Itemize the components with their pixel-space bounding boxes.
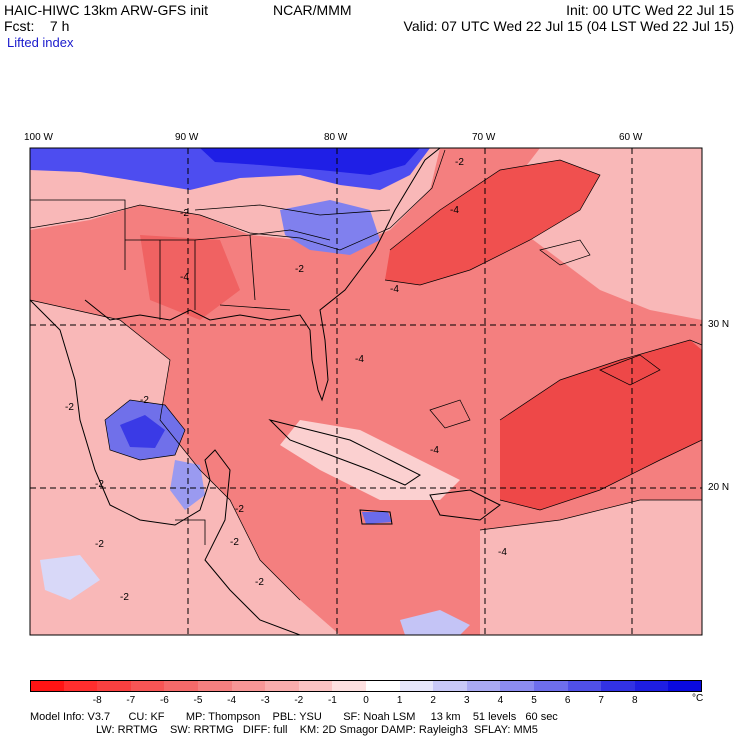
positive-north-core (200, 148, 420, 175)
forecast-hour: Fcst: 7 h (4, 18, 70, 34)
colorbar-cell (668, 680, 703, 692)
positive-south (400, 610, 470, 635)
contour-label: -2 (95, 479, 104, 490)
strong-negative-gulfcoast (140, 235, 240, 320)
colorbar-cell (332, 680, 367, 692)
contour-label: -2 (235, 504, 244, 515)
contour-label: -2 (455, 157, 464, 168)
colorbar-cell (231, 680, 266, 692)
positive-gulf-core (120, 415, 165, 448)
colorbar-cell (534, 680, 569, 692)
model-title: HAIC-HIWC 13km ARW-GFS init (4, 2, 209, 18)
coastlines (30, 148, 501, 635)
colorbar-tick-label: -1 (327, 695, 337, 706)
contour-label-group: -2 -2 -4 -2 -4 -2 -4 -2 -2 -4 -2 -2 -4 -… (65, 157, 507, 603)
contour-label: -2 (95, 539, 104, 550)
positive-pacific (40, 555, 100, 600)
colorbar-cell (433, 680, 468, 692)
colorbar-cell (466, 680, 501, 692)
contour-label: -4 (430, 445, 439, 456)
lon-label: 60 W (619, 132, 643, 143)
contour-label: -4 (498, 547, 507, 558)
colorbar-tick-label: -3 (260, 695, 270, 706)
contour-label: -2 (65, 402, 74, 413)
model-info-line1: Model Info: V3.7 CU: KF MP: Thompson PBL… (30, 711, 558, 723)
contour-label: -4 (180, 272, 189, 283)
colorbar-tick-label: 1 (396, 695, 403, 706)
colorbar-cell (634, 680, 669, 692)
colorbar-tick-label: -7 (126, 695, 136, 706)
contour-label: -4 (390, 284, 399, 295)
colorbar-cell (63, 680, 98, 692)
weak-negative-cuba (280, 420, 460, 500)
colorbar-unit: °C (692, 693, 704, 704)
model-info-line2: LW: RRTMG SW: RRTMG DIFF: full KM: 2D Sm… (96, 724, 538, 736)
contour-lines (30, 149, 702, 601)
strong-negative-atlantic (385, 160, 600, 285)
lon-label: 100 W (24, 132, 53, 143)
colorbar-tick-label: -6 (159, 695, 169, 706)
graticule (30, 148, 702, 635)
colorbar-cell (500, 680, 535, 692)
valid-time: Valid: 07 UTC Wed 22 Jul 15 (04 LST Wed … (403, 18, 734, 34)
colorbar-cell (130, 680, 165, 692)
positive-carolinas (280, 200, 380, 255)
contour-label: -2 (180, 208, 189, 219)
colorbar-cell (265, 680, 300, 692)
lat-label: 30 N (708, 319, 730, 330)
colorbar-tick-label: 6 (564, 695, 571, 706)
positive-jamaica (362, 512, 392, 524)
lon-label: 80 W (324, 132, 348, 143)
positive-yucatan (170, 460, 205, 510)
colorbar-cell (298, 680, 333, 692)
colorbar-tick-label: -4 (227, 695, 237, 706)
state-borders (30, 199, 391, 545)
contour-label: -2 (255, 577, 264, 588)
init-time: Init: 00 UTC Wed 22 Jul 15 (566, 2, 734, 18)
contour-label: -2 (295, 264, 304, 275)
colorbar-tick-label: 4 (497, 695, 504, 706)
colorbar-tick-label: 5 (531, 695, 537, 706)
lat-label: 20 N (708, 482, 730, 493)
contour-label: -4 (355, 354, 364, 365)
colorbar-tick-label: -8 (92, 695, 102, 706)
colorbar-tick-label: -2 (294, 695, 304, 706)
contour-label: -2 (140, 395, 149, 406)
colorbar-cell (366, 680, 401, 692)
colorbar-cell (97, 680, 132, 692)
colorbar-cell (30, 680, 65, 692)
contour-label: -2 (230, 537, 239, 548)
colorbar-tick-label: 2 (430, 695, 436, 706)
colorbar-cell (198, 680, 233, 692)
lon-label: 70 W (472, 132, 496, 143)
colorbar-cell (164, 680, 199, 692)
field-name: Lifted index (7, 35, 74, 50)
strong-negative-south (500, 340, 702, 510)
colorbar-tick-label: 8 (632, 695, 638, 706)
lon-label: 90 W (175, 132, 199, 143)
colorbar-cell (567, 680, 602, 692)
org-label: NCAR/MMM (273, 2, 352, 18)
colorbar-frame (30, 680, 702, 692)
contour-label: -2 (120, 592, 129, 603)
colorbar-tick-label: -5 (193, 695, 203, 706)
weak-negative-se (480, 500, 702, 635)
colorbar-tick-label: 3 (464, 695, 470, 706)
colorbar-cell (399, 680, 434, 692)
map-frame (29, 147, 703, 636)
contour-label: -4 (450, 205, 459, 216)
colorbar-tick-label: 7 (598, 695, 604, 706)
colorbar-tick-label: 0 (363, 695, 369, 706)
colorbar-cell (601, 680, 636, 692)
